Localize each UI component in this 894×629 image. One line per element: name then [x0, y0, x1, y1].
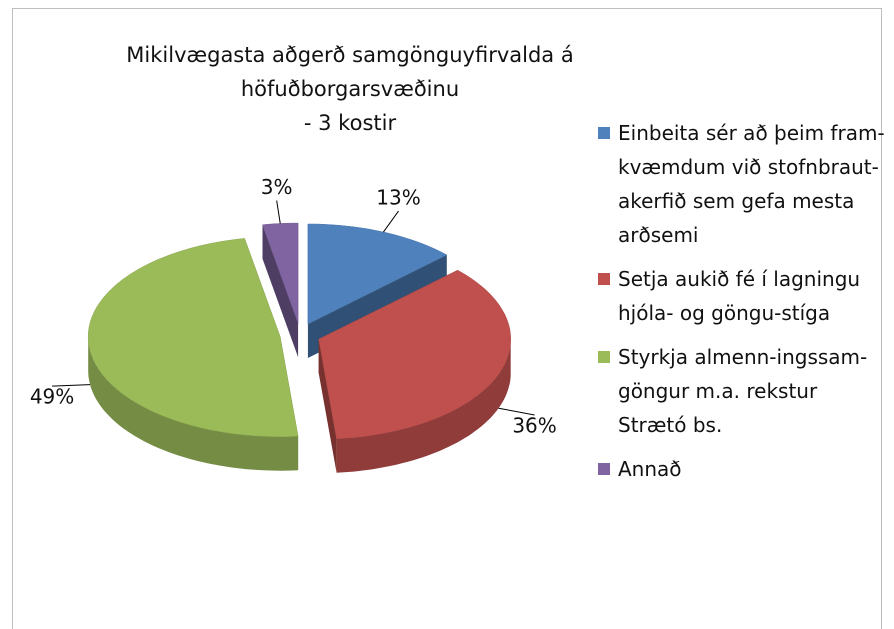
legend-swatch	[598, 273, 610, 285]
slice-wall	[262, 224, 299, 358]
leader-line	[383, 210, 399, 233]
title-line: Mikilvægasta aðgerð samgönguyfirvalda á	[126, 43, 574, 67]
pie-area: 13% 36% 49% 3%	[30, 175, 557, 473]
data-label: 13%	[376, 186, 420, 210]
leader-line	[52, 384, 91, 387]
data-label: 49%	[30, 385, 74, 409]
slice-wall	[318, 339, 337, 473]
slice-top	[262, 222, 299, 324]
pie-slice	[318, 269, 511, 473]
title-line: höfuðborgarsvæðinu	[240, 77, 460, 101]
leader-line	[276, 200, 281, 224]
legend-item: Einbeita sér að þeim fram-kvæmdum við st…	[598, 116, 890, 252]
legend-item: Annað	[598, 452, 890, 486]
legend-swatch	[598, 463, 610, 475]
slice-top	[318, 269, 511, 440]
legend: Einbeita sér að þeim fram-kvæmdum við st…	[598, 116, 890, 496]
legend-item: Setja aukið fé í lagningu hjóla- og göng…	[598, 262, 890, 330]
legend-label: Einbeita sér að þeim fram-kvæmdum við st…	[618, 121, 885, 247]
chart-frame	[12, 8, 882, 629]
data-label: 36%	[512, 413, 556, 437]
legend-item: Styrkja almenn-ingssam-göngur m.a. rekst…	[598, 340, 890, 442]
legend-label: Annað	[618, 457, 682, 481]
slice-side	[336, 339, 511, 473]
legend-swatch	[598, 127, 610, 139]
pie-slice	[262, 222, 299, 358]
data-label: 3%	[261, 175, 293, 199]
legend-label: Styrkja almenn-ingssam-göngur m.a. rekst…	[618, 345, 868, 437]
slice-top	[87, 238, 299, 437]
slice-top	[307, 223, 448, 325]
legend-label: Setja aukið fé í lagningu hjóla- og göng…	[618, 267, 861, 325]
slice-side	[88, 336, 299, 471]
legend-swatch	[598, 351, 610, 363]
chart-title: Mikilvægasta aðgerð samgönguyfirvalda á h…	[110, 38, 590, 140]
pie-slice	[87, 238, 299, 471]
title-line: - 3 kostir	[303, 111, 397, 135]
leader-line	[498, 407, 535, 416]
